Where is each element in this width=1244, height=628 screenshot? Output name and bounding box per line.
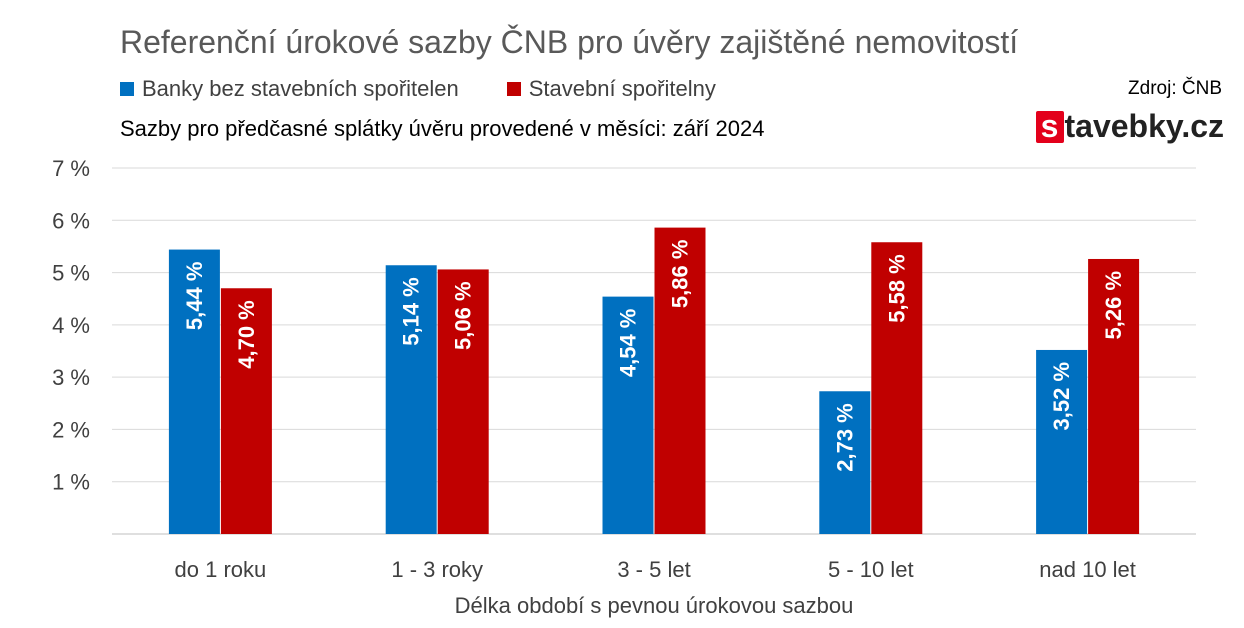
x-tick-label: nad 10 let xyxy=(1039,557,1136,582)
legend-swatch-banks xyxy=(120,82,134,96)
bar xyxy=(437,269,489,534)
data-label: 3,52 % xyxy=(1049,362,1074,431)
legend: Banky bez stavebních spořitelen Stavební… xyxy=(120,76,764,102)
data-label: 4,70 % xyxy=(234,300,259,369)
bar xyxy=(220,288,272,534)
bar xyxy=(1036,349,1088,534)
y-tick-label: 7 % xyxy=(52,156,90,181)
x-tick-label: do 1 roku xyxy=(175,557,267,582)
legend-label-savings: Stavební spořitelny xyxy=(528,76,716,101)
data-label: 2,73 % xyxy=(832,403,857,472)
y-tick-label: 1 % xyxy=(52,470,90,495)
y-tick-label: 4 % xyxy=(52,313,90,338)
bar xyxy=(819,391,871,534)
y-tick-label: 3 % xyxy=(52,365,90,390)
brand-logo: s tavebky.cz xyxy=(1035,108,1225,145)
y-tick-label: 6 % xyxy=(52,208,90,233)
chart-title: Referenční úrokové sazby ČNB pro úvěry z… xyxy=(120,24,1019,60)
y-tick-label: 2 % xyxy=(52,417,90,442)
x-tick-label: 5 - 10 let xyxy=(828,557,914,582)
legend-item-banks: Banky bez stavebních spořitelen xyxy=(120,76,459,102)
bar xyxy=(168,249,220,534)
legend-swatch-savings xyxy=(506,82,521,96)
brand-logo-text: tavebky.cz xyxy=(1064,108,1225,144)
legend-label-banks: Banky bez stavebních spořitelen xyxy=(142,76,459,101)
legend-item-savings: Stavební spořitelny xyxy=(506,76,716,102)
bar xyxy=(654,227,706,534)
data-label: 5,14 % xyxy=(399,277,424,346)
bar xyxy=(871,242,923,534)
x-axis-title: Délka období s pevnou úrokovou sazbou xyxy=(455,593,854,618)
data-label: 4,54 % xyxy=(616,309,641,378)
y-tick-label: 5 % xyxy=(52,261,90,286)
chart-subtitle: Sazby pro předčasné splátky úvěru proved… xyxy=(120,116,765,141)
data-label: 5,58 % xyxy=(884,254,909,323)
source-note: Zdroj: ČNB xyxy=(1128,78,1222,99)
x-tick-label: 3 - 5 let xyxy=(617,557,690,582)
x-tick-label: 1 - 3 roky xyxy=(391,557,483,582)
data-label: 5,26 % xyxy=(1101,271,1126,340)
bar xyxy=(1088,258,1140,534)
brand-logo-mark: s xyxy=(1035,108,1064,144)
bar xyxy=(385,265,437,534)
bar xyxy=(602,296,654,534)
data-label: 5,06 % xyxy=(451,281,476,350)
data-label: 5,86 % xyxy=(668,240,693,309)
data-label: 5,44 % xyxy=(182,262,207,331)
